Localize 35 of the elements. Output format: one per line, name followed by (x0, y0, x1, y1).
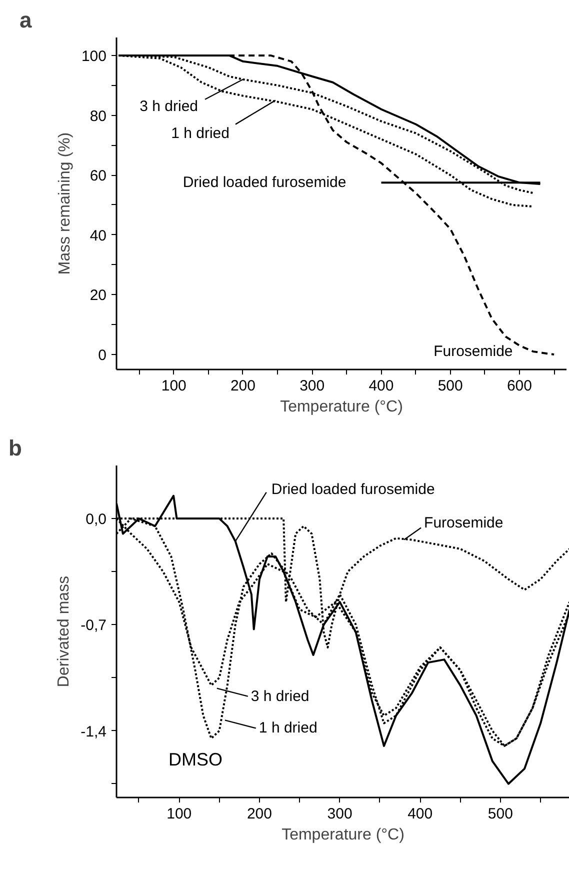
y-tick-label: 40 (90, 227, 107, 244)
chart-title: b (8, 436, 22, 460)
x-tick-label: 100 (166, 806, 192, 822)
y-axis-title: Derivated mass (56, 576, 73, 688)
y-tick-label: 20 (90, 287, 107, 304)
x-tick-label: 100 (161, 378, 186, 394)
x-tick-label: 200 (246, 806, 272, 822)
annotation: DMSO (168, 750, 222, 770)
annotation: 1 h dried (171, 124, 230, 142)
y-tick-label: 0 (98, 347, 106, 364)
x-tick-label: 300 (300, 378, 325, 394)
annotation: Dried loaded furosemide (271, 480, 435, 498)
y-tick-label: 60 (90, 168, 107, 185)
y-tick-label: 100 (81, 48, 107, 65)
annotation: 3 h dried (140, 98, 198, 115)
y-tick-label: 80 (90, 108, 107, 125)
annotation: 1 h dried (258, 720, 318, 737)
x-axis-title: Temperature (°C) (282, 826, 404, 844)
x-tick-label: 500 (438, 378, 463, 394)
x-tick-label: 500 (488, 806, 513, 822)
y-tick-label: 0,0 (86, 511, 107, 528)
chart-title: a (20, 8, 32, 32)
annotation: Furosemide (434, 343, 513, 360)
x-axis-title: Temperature (°C) (280, 398, 403, 416)
y-axis-title: Mass remaining (%) (56, 132, 74, 275)
y-tick-label: -0,7 (80, 617, 107, 634)
x-tick-label: 300 (327, 806, 352, 822)
annotation: Dried loaded furosemide (182, 174, 346, 192)
x-tick-label: 400 (408, 806, 433, 822)
y-tick-label: -1,4 (80, 723, 107, 740)
x-tick-label: 200 (230, 378, 256, 394)
x-tick-label: 400 (368, 378, 394, 394)
annotation: Furosemide (424, 514, 504, 532)
x-tick-label: 600 (506, 378, 532, 394)
annotation: 3 h dried (250, 688, 310, 705)
